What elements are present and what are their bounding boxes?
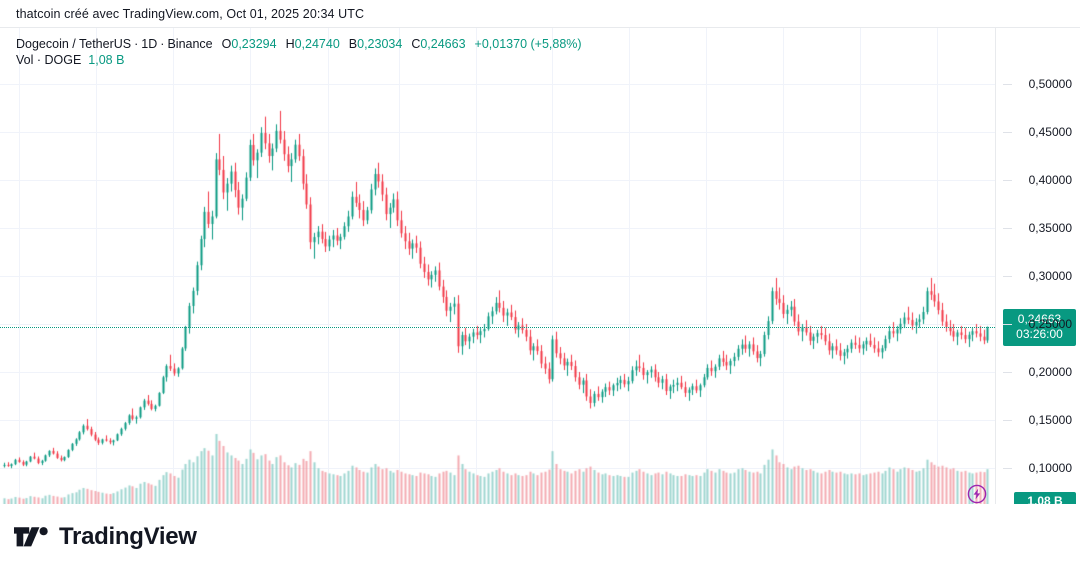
last-price-value: 0,24663 [1017,312,1062,327]
legend-row-volume: Vol · DOGE 1,08 B [16,52,582,68]
legend-ohlc-close-value: 0,24663 [420,37,466,51]
legend-volume-title[interactable]: Vol · DOGE [16,53,82,67]
legend-separator-2: · [160,37,165,51]
legend-volume-value: 1,08 B [88,53,125,67]
price-axis-label: 0,25000 [1028,317,1072,331]
attribution-text: thatcoin créé avec TradingView.com, Oct … [16,6,365,21]
price-axis-tick [1003,228,1012,229]
legend-ohlc-low-value: 0,23034 [357,37,403,51]
price-axis-tick [1003,132,1012,133]
legend-separator-1: · [134,37,139,51]
legend-ohlc-open: O0,23294 [222,36,277,52]
price-axis-label: 0,10000 [1028,461,1072,475]
price-axis-label: 0,15000 [1028,413,1072,427]
legend-ohlc-close-label: C [411,37,421,51]
plot-area[interactable] [0,28,995,504]
tradingview-wordmark: TradingView [59,522,197,550]
legend-ohlc-high-label: H [285,37,295,51]
price-axis-tick [1003,372,1012,373]
price-axis-label: 0,45000 [1028,125,1072,139]
footer: TradingView [0,504,1080,569]
chart-container[interactable]: Dogecoin / TetherUS · 1D · Binance O0,23… [0,27,1080,532]
legend-ohlc-high-value: 0,24740 [294,37,340,51]
legend-interval[interactable]: 1D [141,37,158,51]
legend-ohlc-open-label: O [221,37,232,51]
price-axis-label: 0,40000 [1028,173,1072,187]
legend-ohlc-open-value: 0,23294 [231,37,277,51]
price-axis-tick [1003,324,1012,325]
legend-change: +0,01370 (+5,88%) [474,37,582,51]
last-price-line [0,327,995,329]
legend-row-symbol: Dogecoin / TetherUS · 1D · Binance O0,23… [16,36,582,52]
price-axis-label: 0,35000 [1028,221,1072,235]
legend-ohlc-high: H0,24740 [286,36,340,52]
legend-symbol[interactable]: Dogecoin / TetherUS [16,37,132,51]
candlestick-series-canvas[interactable] [0,28,995,504]
realtime-lightning-icon[interactable] [967,484,987,509]
price-axis-tick [1003,180,1012,181]
legend-exchange[interactable]: Binance [167,37,213,51]
price-axis-label: 0,20000 [1028,365,1072,379]
last-price-countdown: 03:26:00 [1016,327,1063,342]
price-axis-tick [1003,276,1012,277]
price-axis-tick [1003,468,1012,469]
chart-legend: Dogecoin / TetherUS · 1D · Binance O0,23… [16,36,582,68]
legend-ohlc-close: C0,24663 [411,36,465,52]
price-axis-tick [1003,84,1012,85]
last-price-badge[interactable]: 0,24663 03:26:00 [1003,309,1076,347]
legend-ohlc-low: B0,23034 [349,36,403,52]
attribution-bar: thatcoin créé avec TradingView.com, Oct … [0,0,1080,27]
price-axis[interactable]: 0,24663 03:26:00 1,08 B 0,50000 0,45000 0,… [995,28,1080,511]
price-axis-tick [1003,420,1012,421]
price-axis-label: 0,50000 [1028,77,1072,91]
tradingview-logo-icon [14,526,48,546]
legend-ohlc-low-label: B [348,37,358,51]
price-axis-label: 0,30000 [1028,269,1072,283]
